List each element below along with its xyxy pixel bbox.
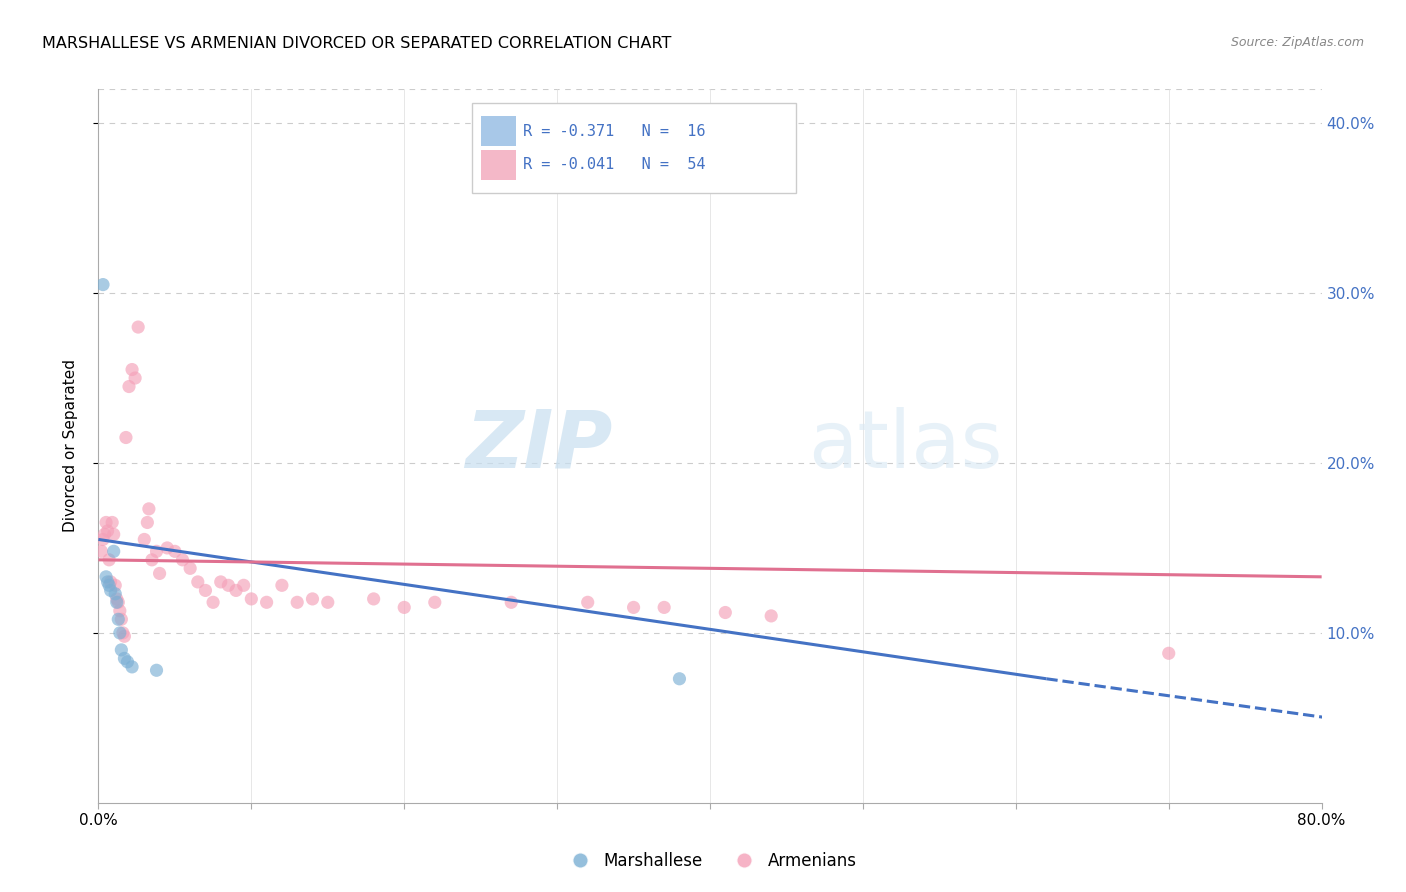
Point (94, 516, 117, 530)
Point (163, 544, 186, 558)
Text: R = -0.371   N =  16: R = -0.371 N = 16 (523, 124, 706, 139)
Point (100, 574, 122, 589)
Point (101, 516, 124, 530)
Point (90, 544, 112, 558)
Point (623, 600, 645, 615)
Point (156, 541, 179, 555)
Point (91, 533, 114, 547)
Point (138, 501, 160, 516)
Point (285, 595, 308, 609)
Point (124, 371, 146, 385)
Point (301, 591, 323, 606)
Point (363, 591, 385, 606)
Point (105, 591, 128, 606)
Point (117, 655, 139, 669)
Text: R = -0.041   N =  54: R = -0.041 N = 54 (523, 157, 706, 172)
Point (105, 595, 128, 609)
Point (217, 578, 239, 592)
Point (179, 561, 201, 575)
Point (1157, 646, 1180, 660)
FancyBboxPatch shape (471, 103, 796, 193)
Point (392, 600, 416, 615)
Point (145, 544, 167, 558)
Point (104, 587, 127, 601)
Point (136, 516, 159, 530)
Point (98, 578, 121, 592)
Point (232, 578, 254, 592)
Text: MARSHALLESE VS ARMENIAN DIVORCED OR SEPARATED CORRELATION CHART: MARSHALLESE VS ARMENIAN DIVORCED OR SEPA… (42, 36, 672, 51)
Y-axis label: Divorced or Separated: Divorced or Separated (63, 359, 77, 533)
Point (225, 583, 247, 598)
Point (134, 533, 156, 547)
Point (118, 379, 141, 393)
Text: Source: ZipAtlas.com: Source: ZipAtlas.com (1230, 36, 1364, 49)
Point (107, 595, 129, 609)
Point (110, 612, 132, 626)
Point (100, 583, 122, 598)
Point (652, 600, 675, 615)
Point (209, 574, 232, 589)
Point (112, 651, 135, 665)
Point (127, 320, 149, 334)
Point (94, 570, 117, 584)
Point (115, 430, 138, 444)
Point (108, 604, 131, 618)
Text: ZIP: ZIP (465, 407, 612, 485)
Point (759, 608, 782, 623)
Point (576, 595, 599, 609)
Point (108, 626, 131, 640)
Point (98, 553, 121, 567)
Point (107, 612, 129, 626)
Point (256, 595, 278, 609)
Point (121, 362, 143, 376)
Point (194, 583, 217, 598)
Point (714, 606, 737, 620)
Point (202, 595, 225, 609)
Point (141, 553, 163, 567)
Point (104, 578, 127, 592)
Point (111, 626, 134, 640)
Point (103, 527, 125, 541)
Point (316, 595, 339, 609)
FancyBboxPatch shape (481, 150, 516, 179)
FancyBboxPatch shape (481, 117, 516, 146)
Point (110, 643, 132, 657)
Point (93, 527, 115, 541)
Legend: Marshallese, Armenians: Marshallese, Armenians (557, 846, 863, 877)
Point (668, 672, 690, 686)
Point (112, 629, 135, 643)
Point (240, 591, 263, 606)
Point (172, 553, 194, 567)
Point (501, 595, 523, 609)
Point (145, 663, 167, 677)
Point (187, 574, 209, 589)
Point (97, 574, 120, 589)
Point (97, 524, 120, 538)
Point (423, 595, 446, 609)
Text: atlas: atlas (808, 407, 1002, 485)
Point (91, 277, 114, 292)
Point (121, 660, 143, 674)
Point (103, 544, 125, 558)
Point (149, 566, 172, 581)
Point (270, 578, 292, 592)
